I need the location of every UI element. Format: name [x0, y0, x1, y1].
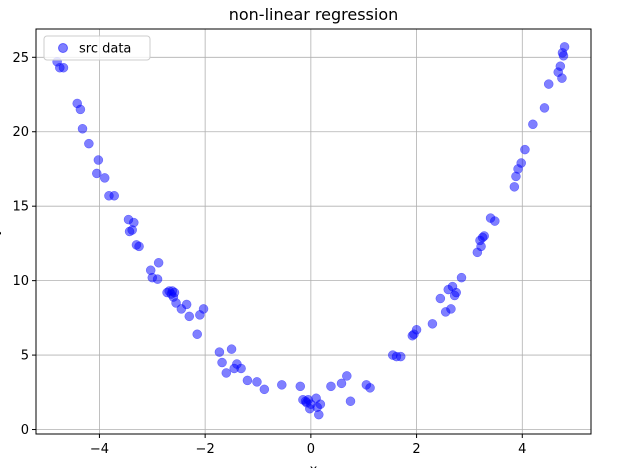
x-tick-label: 4	[518, 442, 526, 457]
data-point	[152, 274, 163, 284]
data-point	[446, 304, 456, 314]
data-point	[184, 311, 195, 322]
data-point	[557, 73, 567, 83]
data-point	[93, 155, 104, 165]
data-point	[342, 371, 352, 381]
data-point	[528, 119, 538, 130]
data-point	[336, 378, 347, 389]
data-point	[192, 329, 202, 339]
x-tick-label: 2	[412, 442, 420, 457]
data-point	[226, 344, 237, 354]
y-tick-label: 10	[12, 274, 29, 289]
data-point	[77, 124, 88, 134]
legend-marker	[58, 43, 68, 53]
data-point	[236, 363, 246, 374]
data-point	[516, 158, 526, 168]
data-point	[395, 351, 406, 362]
data-point	[315, 399, 326, 409]
data-point	[435, 293, 446, 304]
y-tick-label: 5	[21, 349, 29, 364]
data-point	[109, 191, 119, 201]
legend: src data	[43, 35, 151, 61]
legend-label: src data	[79, 42, 131, 57]
data-point	[558, 51, 569, 61]
data-point	[181, 299, 192, 310]
axis-ticks: −4 −2 0 2 4 0 5 10 15 20 25	[12, 51, 526, 457]
scatter-points	[52, 42, 570, 420]
x-axis-label: x	[310, 463, 318, 468]
y-tick-label: 0	[21, 423, 29, 438]
data-point	[214, 347, 225, 357]
plot-frame	[35, 28, 592, 435]
data-point	[509, 182, 520, 192]
x-tick-label: −2	[196, 442, 215, 457]
data-point	[153, 258, 164, 268]
data-point	[242, 375, 253, 386]
data-point	[456, 272, 467, 283]
y-tick-label: 15	[12, 200, 29, 215]
data-point	[58, 62, 69, 73]
data-point	[451, 287, 461, 298]
data-point	[221, 368, 232, 378]
data-point	[169, 287, 180, 298]
data-point	[479, 231, 489, 241]
data-point	[314, 409, 324, 420]
data-point	[129, 217, 139, 228]
data-point	[520, 144, 530, 155]
data-point	[559, 42, 570, 52]
x-tick-label: 0	[307, 442, 315, 457]
data-point	[277, 380, 287, 390]
data-point	[217, 357, 227, 368]
data-point	[555, 61, 566, 71]
data-point	[345, 396, 356, 406]
data-point	[490, 216, 500, 226]
data-point	[92, 168, 102, 179]
data-point	[411, 325, 422, 335]
data-point	[476, 241, 486, 252]
data-point	[84, 138, 94, 149]
legend-box	[43, 35, 151, 61]
data-point	[252, 377, 262, 387]
data-point	[134, 241, 144, 252]
data-point	[326, 381, 336, 392]
data-point	[543, 79, 554, 89]
data-point	[198, 304, 209, 314]
data-point	[171, 298, 181, 308]
data-point	[295, 381, 306, 392]
x-tick-label: −4	[90, 442, 109, 457]
data-point	[365, 383, 375, 393]
y-tick-label: 25	[12, 51, 29, 66]
data-point	[75, 104, 86, 115]
data-point	[539, 103, 550, 113]
y-tick-label: 20	[12, 125, 29, 140]
grid	[36, 29, 591, 434]
chart-title: non-linear regression	[229, 5, 399, 24]
y-axis-label: y	[0, 227, 2, 235]
data-point	[99, 173, 110, 183]
data-point	[427, 319, 438, 329]
data-point	[259, 384, 270, 395]
